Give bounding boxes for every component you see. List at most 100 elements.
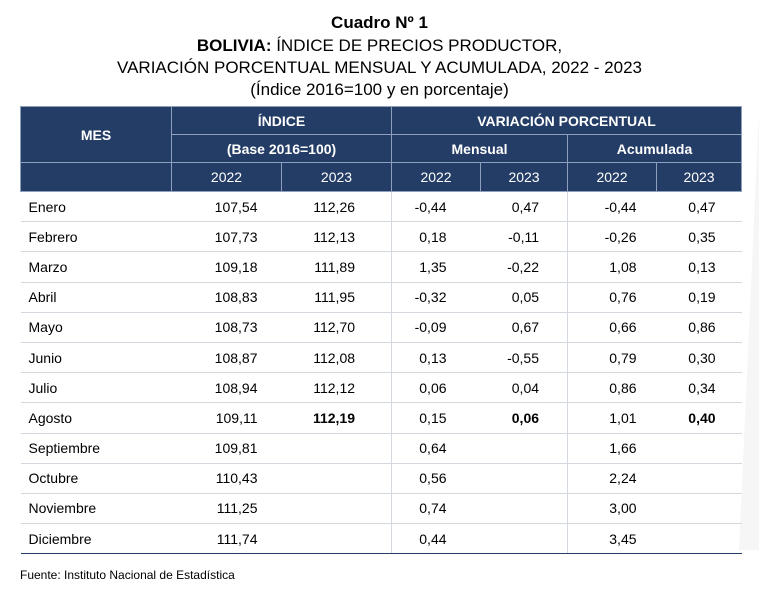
header-indice: ÍNDICE [170,106,393,135]
value-cell-i22: 108,83 [171,282,282,313]
value-cell-m22: 0,06 [391,372,481,404]
header-year-blank [20,162,172,192]
value-cell-a23: 0,40 [656,402,742,434]
value-cell-i23: 112,12 [281,372,393,404]
value-cell-m22: 0,18 [391,221,481,253]
value-cell-i22: 109,18 [171,251,282,283]
title-rest: ÍNDICE DE PRECIOS PRODUCTOR, [271,36,563,55]
table-title-line-2: VARIACIÓN PORCENTUAL MENSUAL Y ACUMULADA… [117,58,642,77]
value-cell-i23 [281,433,393,464]
value-cell-i22: 111,74 [171,523,282,555]
table-body: Enero 107,54 112,26 -0,44 0,47 -0,44 0,47 Febre… [20,191,742,555]
value-cell-a22: -0,26 [567,221,657,253]
value-cell-i23: 112,19 [281,402,393,434]
value-cell-a22: 1,66 [567,433,657,464]
value-cell-i22: 109,81 [171,433,282,464]
table-row: Marzo 109,18 111,89 1,35 -0,22 1,08 0,13 [20,251,742,283]
value-cell-m23: 0,04 [480,372,569,404]
value-cell-a22: 0,76 [567,282,657,313]
table-row: Enero 107,54 112,26 -0,44 0,47 -0,44 0,47 [20,191,742,223]
value-cell-m22: 0,13 [391,342,481,374]
value-cell-m22: 0,56 [391,463,481,494]
value-cell-a22: 0,86 [567,372,657,404]
value-cell-i23: 112,13 [281,221,393,253]
month-cell: Marzo [20,251,172,283]
value-cell-a23: 0,30 [656,342,742,374]
month-cell: Septiembre [20,433,172,464]
value-cell-i22: 110,43 [171,463,282,494]
value-cell-i22: 111,25 [171,493,282,525]
header-mes: MES [20,106,172,163]
header-acumulada: Acumulada [567,134,743,163]
value-cell-m23: 0,47 [480,191,569,223]
value-cell-i22: 108,94 [171,372,282,404]
month-cell: Octubre [20,463,172,494]
value-cell-i23: 111,89 [281,251,393,283]
value-cell-m22: 0,15 [391,402,481,434]
value-cell-a22: 1,08 [567,251,657,283]
month-cell: Noviembre [20,493,172,525]
table-title-line-1: BOLIVIA: ÍNDICE DE PRECIOS PRODUCTOR, [0,35,759,57]
value-cell-m22: 0,44 [391,523,481,555]
value-cell-a22: 2,24 [567,463,657,494]
table-row: Agosto 109,11 112,19 0,15 0,06 1,01 0,40 [20,402,742,434]
value-cell-i22: 109,11 [171,402,282,434]
header-year: 2022 [391,162,482,192]
value-cell-i23 [281,523,393,555]
value-cell-i23 [281,463,393,494]
value-cell-m22: 0,74 [391,493,481,525]
value-cell-m23: -0,11 [480,221,569,253]
value-cell-m22: -0,09 [391,312,481,343]
header-year: 2023 [280,162,393,192]
value-cell-a23: 0,19 [656,282,742,313]
month-cell: Enero [20,191,172,223]
value-cell-m23: -0,55 [480,342,569,374]
table-row: Mayo 108,73 112,70 -0,09 0,67 0,66 0,86 [20,312,742,343]
value-cell-i23: 112,26 [281,191,393,223]
month-cell: Febrero [20,221,172,253]
value-cell-m23 [480,493,569,525]
value-cell-a22: -0,44 [567,191,657,223]
table-row: Febrero 107,73 112,13 0,18 -0,11 -0,26 0,35 [20,221,742,253]
table-row: Diciembre 111,74 0,44 3,45 [20,523,742,555]
value-cell-i22: 107,73 [171,221,282,253]
value-cell-m23: 0,06 [480,402,569,434]
header-mensual: Mensual [391,134,569,163]
price-index-table: MES ÍNDICE VARIACIÓN PORCENTUAL (Base 20… [20,106,743,555]
value-cell-i22: 108,87 [171,342,282,374]
decorative-stripe [739,110,759,550]
month-cell: Mayo [20,312,172,343]
table-subtitle: (Índice 2016=100 y en porcentaje) [250,80,509,99]
header-year: 2022 [171,162,282,192]
value-cell-m23 [480,463,569,494]
value-cell-a23: 0,47 [656,191,742,223]
value-cell-a23 [656,433,742,464]
table-caption-number: Cuadro Nº 1 [331,13,428,32]
table-row: Septiembre 109,81 0,64 1,66 [20,433,742,464]
table-row: Octubre 110,43 0,56 2,24 [20,463,742,494]
header-variacion: VARIACIÓN PORCENTUAL [391,106,743,135]
value-cell-a23 [656,493,742,525]
value-cell-a23: 0,35 [656,221,742,253]
value-cell-a22: 3,45 [567,523,657,555]
value-cell-i23 [281,493,393,525]
header-year: 2023 [656,162,743,192]
header-year: 2022 [567,162,658,192]
value-cell-i23: 112,70 [281,312,393,343]
value-cell-a22: 1,01 [567,402,657,434]
table-row: Noviembre 111,25 0,74 3,00 [20,493,742,525]
value-cell-m23 [480,523,569,555]
value-cell-i23: 112,08 [281,342,393,374]
value-cell-m22: -0,44 [391,191,481,223]
value-cell-a23 [656,463,742,494]
month-cell: Diciembre [20,523,172,555]
value-cell-a23: 0,34 [656,372,742,404]
month-cell: Julio [20,372,172,404]
value-cell-m23: -0,22 [480,251,569,283]
table-row: Abril 108,83 111,95 -0,32 0,05 0,76 0,19 [20,282,742,313]
value-cell-m22: -0,32 [391,282,481,313]
value-cell-i22: 107,54 [171,191,282,223]
header-base: (Base 2016=100) [170,134,393,163]
value-cell-m22: 1,35 [391,251,481,283]
month-cell: Abril [20,282,172,313]
